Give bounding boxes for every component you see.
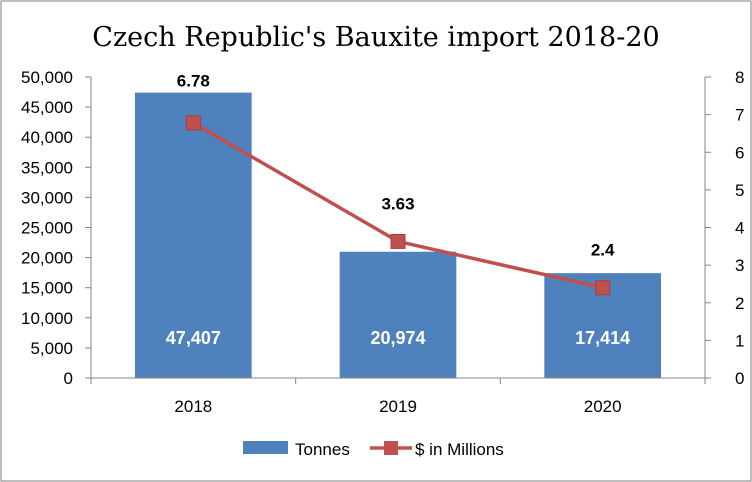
left-tick-label: 40,000	[21, 128, 73, 147]
legend-label-usd: $ in Millions	[415, 440, 504, 459]
left-tick-label: 35,000	[21, 158, 73, 177]
right-tick-label: 8	[735, 68, 744, 87]
line-data-label: 3.63	[381, 194, 414, 213]
x-axis: 2018 2019 2020	[90, 377, 706, 416]
x-category-label: 2018	[174, 397, 212, 416]
left-tick-label: 30,000	[21, 188, 73, 207]
right-tick-label: 3	[735, 256, 744, 275]
line-data-label: 6.78	[177, 72, 210, 91]
left-tick-label: 50,000	[21, 68, 73, 87]
legend: Tonnes $ in Millions	[243, 440, 504, 459]
legend-marker-swatch	[384, 441, 398, 455]
line-series: 6.78 3.63 2.4	[177, 72, 615, 296]
right-tick-label: 0	[735, 369, 744, 388]
right-tick-label: 2	[735, 294, 744, 313]
chart-title: Czech Republic's Bauxite import 2018-20	[92, 22, 659, 53]
right-tick-label: 5	[735, 181, 744, 200]
line-marker	[390, 233, 406, 249]
left-y-axis: 0 5,000 10,000 15,000 20,000 25,000 30,000 35,0…	[21, 68, 92, 388]
left-tick-label: 10,000	[21, 309, 73, 328]
right-tick-label: 6	[735, 143, 744, 162]
line-marker	[595, 280, 611, 296]
right-tick-label: 1	[735, 331, 744, 350]
left-tick-label: 45,000	[21, 98, 73, 117]
left-tick-label: 5,000	[30, 339, 73, 358]
left-tick-label: 20,000	[21, 249, 73, 268]
right-y-axis: 0 1 2 3 4 5 6 7 8	[704, 68, 744, 388]
right-tick-label: 4	[735, 219, 744, 238]
bar-data-label: 17,414	[575, 328, 630, 348]
bar-series: 47,407 20,974 17,414	[135, 92, 661, 378]
bar-2019	[339, 251, 457, 378]
x-category-label: 2020	[584, 397, 622, 416]
bar-data-label: 20,974	[370, 328, 425, 348]
bar-2018	[135, 92, 252, 378]
bar-data-label: 47,407	[166, 328, 221, 348]
line-marker	[185, 115, 201, 131]
left-tick-label: 25,000	[21, 219, 73, 238]
legend-swatch-tonnes	[243, 441, 288, 454]
legend-label-tonnes: Tonnes	[295, 440, 350, 459]
left-tick-label: 0	[64, 369, 73, 388]
x-category-label: 2019	[379, 397, 417, 416]
right-tick-label: 7	[735, 106, 744, 125]
left-tick-label: 15,000	[21, 279, 73, 298]
line-data-label: 2.4	[591, 241, 615, 260]
